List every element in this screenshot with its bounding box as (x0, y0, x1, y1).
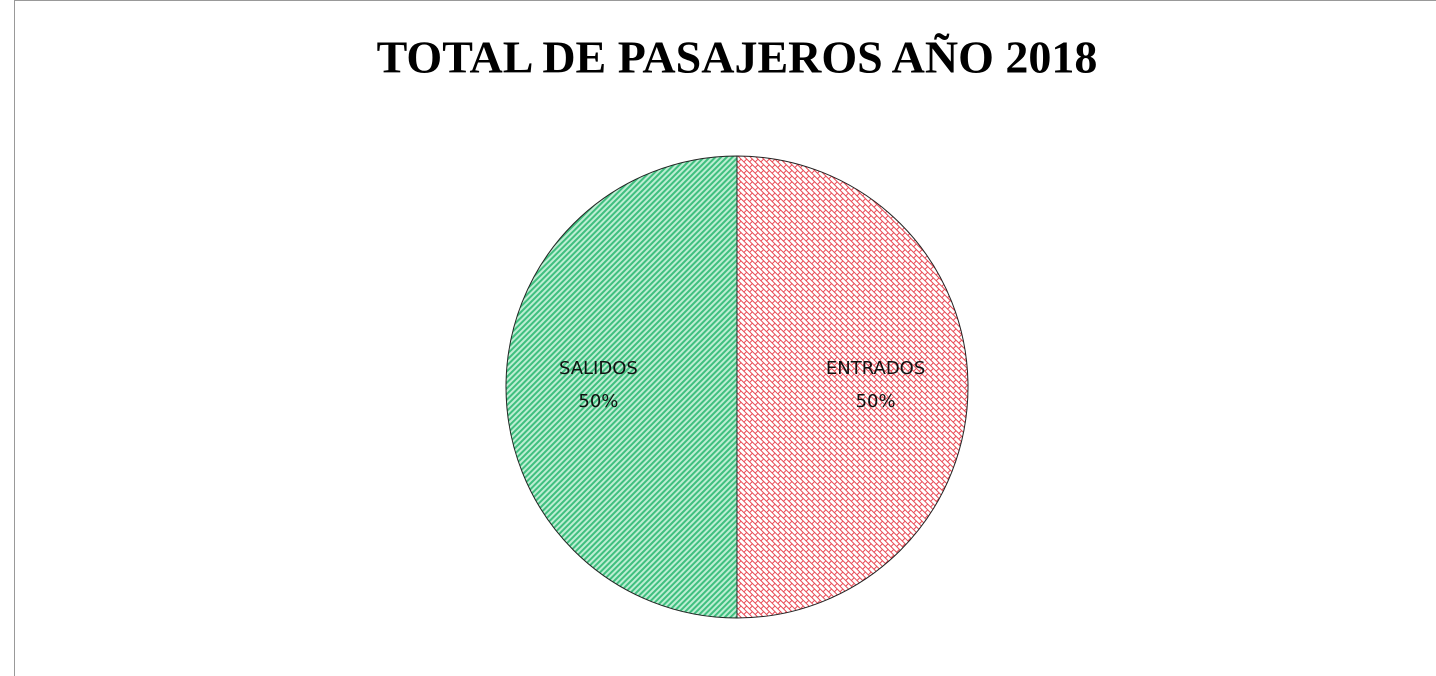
chart-title: TOTAL DE PASAJEROS AÑO 2018 (377, 32, 1098, 83)
slice-value-label: 50% (856, 391, 896, 412)
pie-slice (736, 155, 969, 619)
chart-frame (14, 0, 1436, 676)
slice-value-label: 50% (578, 391, 618, 412)
pie-slice (505, 155, 738, 619)
slice-label: ENTRADOS (826, 358, 925, 379)
slice-label: SALIDOS (559, 358, 638, 379)
